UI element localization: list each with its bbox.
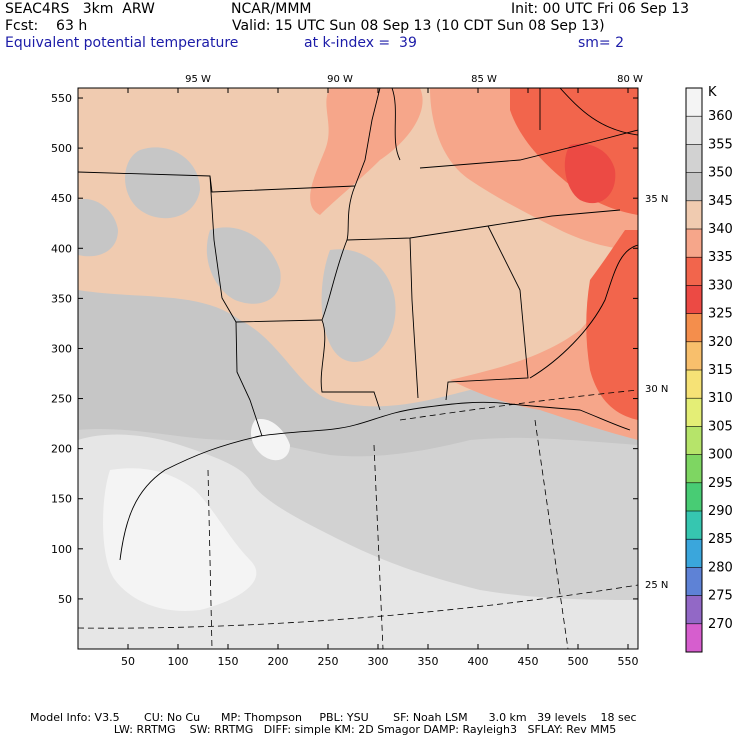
colorbar-swatch: [686, 426, 702, 455]
y-tick-label: 350: [51, 292, 72, 305]
y-tick-label: 500: [51, 142, 72, 155]
center-label: NCAR/MMM: [231, 1, 312, 17]
colorbar-swatch: [686, 229, 702, 258]
colorbar-level-label: 325: [708, 307, 733, 322]
x-tick-label: 150: [218, 655, 239, 668]
y-tick-label: 250: [51, 393, 72, 406]
colorbar-level-label: 285: [708, 532, 733, 547]
y-tick-label: 150: [51, 493, 72, 506]
lat-label-35n: 35 N: [645, 194, 668, 205]
colorbar-swatch: [686, 595, 702, 624]
valid-time: Valid: 15 UTC Sun 08 Sep 13 (10 CDT Sun …: [232, 18, 605, 34]
colorbar-level-label: 340: [708, 222, 733, 237]
colorbar-swatch: [686, 172, 702, 201]
x-tick-label: 500: [568, 655, 589, 668]
x-tick-label: 400: [468, 655, 489, 668]
colorbar-level-label: 290: [708, 504, 733, 519]
y-axis-ticks: 50 100 150 200 250 300 350 400 450 500 550: [51, 92, 638, 606]
colorbar-level-label: 270: [708, 617, 733, 632]
boundaries: [78, 88, 638, 561]
colorbar-level-label: 275: [708, 589, 733, 604]
colorbar-swatch: [686, 623, 702, 652]
forecast-hour: Fcst: 63 h: [5, 18, 88, 34]
colorbar-swatch: [686, 370, 702, 399]
colorbar-unit: K: [708, 85, 717, 100]
colorbar-swatch: [686, 144, 702, 173]
y-tick-label: 100: [51, 543, 72, 556]
colorbar-level-label: 360: [708, 109, 733, 124]
colorbar-level-label: 330: [708, 278, 733, 293]
colorbar-swatch: [686, 313, 702, 342]
y-tick-label: 400: [51, 242, 72, 255]
x-tick-label: 300: [368, 655, 389, 668]
colorbar-level-label: 350: [708, 166, 733, 181]
colorbar-swatch: [686, 567, 702, 596]
y-tick-label: 200: [51, 443, 72, 456]
colorbar-swatch: [686, 257, 702, 286]
graticule: [78, 389, 638, 649]
colorbar-swatch: [686, 341, 702, 370]
colorbar-level-label: 305: [708, 419, 733, 434]
y-tick-label: 450: [51, 192, 72, 205]
x-tick-label: 450: [518, 655, 539, 668]
theta-e-field: [78, 88, 638, 649]
colorbar-level-label: 355: [708, 137, 733, 152]
field-name: Equivalent potential temperature: [5, 35, 239, 51]
colorbar-swatch: [686, 200, 702, 229]
colorbar-level-label: 295: [708, 476, 733, 491]
model-info-line2: LW: RRTMG SW: RRTMG DIFF: simple KM: 2D …: [30, 723, 617, 736]
colorbar: 360 355 350 345 340 335 330 325 320 315 310 305 300 2…: [685, 87, 733, 653]
lon-label-85w: 85 W: [471, 74, 497, 85]
colorbar-level-label: 315: [708, 363, 733, 378]
colorbar-level-label: 300: [708, 448, 733, 463]
colorbar-swatch: [686, 511, 702, 540]
colorbar-level-label: 310: [708, 391, 733, 406]
colorbar-level-label: 280: [708, 560, 733, 575]
model-label: SEAC4RS 3km ARW: [5, 1, 155, 17]
colorbar-level-label: 345: [708, 194, 733, 209]
plot-frame: [77, 87, 639, 650]
x-tick-label: 250: [318, 655, 339, 668]
x-tick-label: 350: [418, 655, 439, 668]
lon-label-90w: 90 W: [327, 74, 353, 85]
y-tick-label: 50: [58, 593, 72, 606]
colorbar-level-label: 335: [708, 250, 733, 265]
x-tick-label: 550: [618, 655, 639, 668]
colorbar-level-label: 320: [708, 335, 733, 350]
level-label: at k-index = 39: [304, 35, 417, 51]
model-info-line1: Model Info: V3.5 CU: No Cu MP: Thompson …: [30, 711, 637, 724]
x-axis-ticks: 50 100 150 200 250 300 350 400 450 500 550: [121, 88, 639, 668]
colorbar-swatch: [686, 482, 702, 511]
colorbar-swatch: [686, 454, 702, 483]
colorbar-swatch: [686, 285, 702, 314]
lon-label-80w: 80 W: [617, 74, 643, 85]
init-time: Init: 00 UTC Fri 06 Sep 13: [511, 1, 690, 17]
x-tick-label: 200: [268, 655, 289, 668]
x-tick-label: 50: [121, 655, 135, 668]
colorbar-swatch: [686, 116, 702, 145]
smoothing-label: sm= 2: [578, 35, 625, 51]
colorbar-swatch: [686, 88, 702, 117]
y-tick-label: 550: [51, 92, 72, 105]
lat-label-30n: 30 N: [645, 384, 668, 395]
lon-label-95w: 95 W: [185, 74, 211, 85]
y-tick-label: 300: [51, 342, 72, 355]
colorbar-swatch: [686, 398, 702, 427]
x-tick-label: 100: [168, 655, 189, 668]
lat-label-25n: 25 N: [645, 580, 668, 591]
colorbar-swatch: [686, 539, 702, 568]
